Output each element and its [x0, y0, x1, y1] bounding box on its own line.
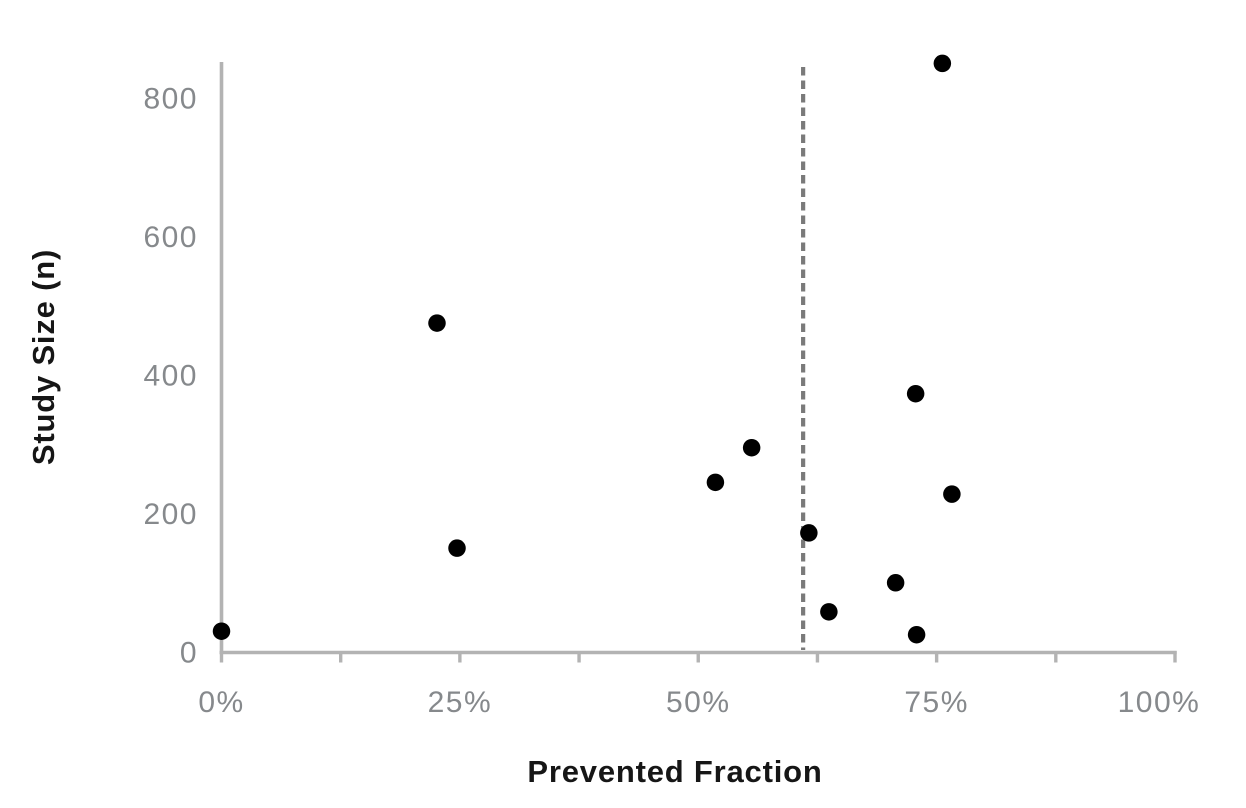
data-point [800, 524, 818, 542]
x-axis-title: Prevented Fraction [527, 754, 822, 789]
data-points [212, 54, 961, 644]
data-point [212, 622, 231, 640]
data-point [428, 314, 446, 332]
x-axis-tick-label: 50% [666, 686, 731, 719]
y-axis-tick-label: 400 [143, 360, 198, 393]
data-point [943, 485, 961, 503]
data-point [886, 574, 905, 592]
y-axis-tick-label: 200 [143, 498, 198, 531]
data-point [742, 438, 761, 457]
y-axis-tick-label: 800 [143, 83, 198, 116]
x-axis-tick-label: 100% [1118, 686, 1201, 719]
x-axis-ticks [219, 651, 1177, 663]
data-point [907, 625, 926, 644]
y-axis-tick-label: 600 [143, 221, 198, 254]
y-axis-tick-label: 0 [180, 637, 198, 670]
y-axis-tick-labels: 0 200 400 600 800 [143, 83, 198, 670]
data-point [706, 473, 725, 492]
data-point [906, 384, 925, 403]
data-point [933, 54, 952, 73]
x-axis-tick-label: 75% [904, 686, 969, 719]
x-axis-tick-label: 25% [428, 686, 493, 719]
y-axis-title: Study Size (n) [26, 249, 61, 465]
data-point [820, 603, 838, 621]
x-axis-tick-labels: 0% 25% 50% 75% 100% [198, 686, 1201, 719]
data-point [448, 539, 466, 557]
axes [219, 62, 1177, 655]
x-axis-tick-label: 0% [198, 686, 244, 719]
